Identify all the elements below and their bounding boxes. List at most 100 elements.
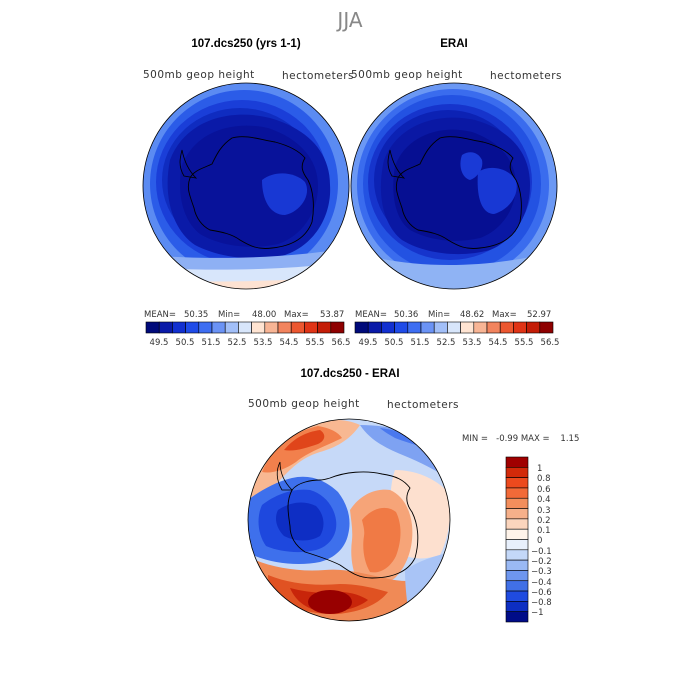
colorbar-swatch: [505, 528, 529, 540]
stat-max-value: 53.87: [320, 310, 344, 320]
colorbar-swatch: [505, 601, 529, 612]
colorbar-tick-label: 52.5: [228, 338, 247, 348]
antarctica-outline: [187, 136, 314, 249]
colorbar-tick-label: 0.3: [537, 506, 551, 516]
colorbar-swatch: [354, 321, 369, 334]
colorbar-swatch: [224, 321, 239, 334]
colorbar-tick-label: −0.2: [531, 557, 552, 567]
stat-min-value: 48.62: [460, 310, 484, 320]
colorbar-labels: 1 0.8 0.6 0.4 0.3 0.2 0.1 0 −0.1 −0.2 −0…: [531, 464, 552, 618]
colorbar-swatch: [505, 477, 529, 489]
colorbar-tick-label: 54.5: [280, 338, 299, 348]
colorbar: [354, 321, 554, 334]
colorbar-tick-label: 0.1: [537, 526, 551, 536]
colorbar-swatch: [513, 321, 527, 334]
units-label: hectometers: [387, 399, 459, 411]
colorbar-swatch: [505, 539, 529, 551]
colorbar-tick-label: −0.6: [531, 588, 552, 598]
colorbar-swatch: [499, 321, 514, 334]
colorbar-tick-label: 54.5: [489, 338, 508, 348]
colorbar-tick-label: 52.5: [437, 338, 456, 348]
polar-map: [143, 83, 349, 289]
colorbar-swatch: [526, 321, 541, 334]
colorbar-tick-label: −0.4: [531, 578, 552, 588]
colorbar-swatch: [317, 321, 332, 334]
stat-max-label: Max=: [492, 310, 517, 320]
colorbar-tick-label: 55.5: [306, 338, 325, 348]
colorbar-swatch: [172, 321, 186, 334]
colorbar-tick-label: 50.5: [176, 338, 195, 348]
colorbar-swatch: [264, 321, 279, 334]
panel-model: 107.dcs250 (yrs 1-1) 500mb geop height h…: [142, 38, 354, 348]
colorbar-tick-label: 53.5: [254, 338, 273, 348]
colorbar-swatch: [407, 321, 422, 334]
season-title: JJA: [335, 8, 362, 32]
panel-title: 107.dcs250 (yrs 1-1): [191, 38, 300, 50]
colorbar-tick-label: 0.4: [537, 495, 551, 505]
polar-map: [248, 419, 450, 621]
colorbar-swatch: [304, 321, 318, 334]
colorbar-swatch: [251, 321, 266, 334]
colorbar-tick-label: −0.8: [531, 598, 552, 608]
colorbar-tick-label: 0.2: [537, 516, 551, 526]
stat-max-label: Max=: [284, 310, 309, 320]
colorbar-swatch: [473, 321, 488, 334]
colorbar-swatch: [277, 321, 292, 334]
variable-label: 500mb geop height: [351, 69, 463, 81]
colorbar-swatch: [238, 321, 252, 334]
colorbar-swatch: [505, 549, 529, 561]
stat-min-label: Min=: [218, 310, 240, 320]
colorbar-swatch: [330, 321, 345, 334]
colorbar-swatch: [447, 321, 461, 334]
stat-min-value: 48.00: [252, 310, 276, 320]
colorbar-tick-label: −0.1: [531, 547, 552, 557]
colorbar-swatch: [505, 487, 529, 499]
variable-label: 500mb geop height: [248, 398, 360, 410]
variable-label: 500mb geop height: [143, 69, 255, 81]
colorbar-swatch: [290, 321, 305, 334]
antarctica-outline: [287, 471, 419, 579]
colorbar-tick-label: 0: [537, 536, 542, 546]
colorbar-tick-label: −1: [531, 608, 544, 618]
colorbar-tick-label: 0.8: [537, 474, 551, 484]
colorbar-tick-label: 49.5: [150, 338, 169, 348]
colorbar-swatch: [505, 518, 529, 530]
panel-title: 107.dcs250 - ERAI: [300, 368, 399, 380]
colorbar-swatch: [381, 321, 395, 334]
colorbar-swatch: [367, 321, 382, 334]
colorbar-swatch: [460, 321, 475, 334]
colorbar-swatch: [505, 559, 529, 571]
colorbar-tick-label: 1: [537, 464, 542, 474]
colorbar-swatch: [433, 321, 448, 334]
colorbar-tick-label: 51.5: [411, 338, 430, 348]
panel-reanalysis: ERAI 500mb geop height hectometers MEAN=…: [350, 38, 561, 348]
colorbar-swatch: [394, 321, 409, 334]
colorbar-tick-label: 49.5: [359, 338, 378, 348]
colorbar-tick-label: 56.5: [541, 338, 560, 348]
colorbar-tick-label: 55.5: [515, 338, 534, 348]
colorbar-swatch: [145, 321, 160, 334]
colorbar-swatch: [505, 456, 529, 468]
colorbar-swatch: [211, 321, 226, 334]
colorbar-swatch: [505, 497, 529, 509]
min-max-readout: MIN = -0.99 MAX = 1.15: [462, 434, 579, 444]
colorbar-tick-label: 53.5: [463, 338, 482, 348]
colorbar-vertical: [505, 456, 529, 623]
units-label: hectometers: [282, 70, 354, 82]
colorbar-swatch: [505, 508, 529, 520]
colorbar-tick-label: 56.5: [332, 338, 351, 348]
antarctica-outline: [395, 136, 522, 249]
colorbar-swatch: [158, 321, 173, 334]
polar-map: [351, 83, 557, 289]
panel-title: ERAI: [440, 38, 467, 50]
stat-mean-value: 50.35: [184, 310, 208, 320]
colorbar-swatch: [505, 590, 529, 602]
colorbar-tick-label: 0.6: [537, 485, 551, 495]
stat-mean-label: MEAN=: [355, 310, 387, 320]
colorbar: [145, 321, 345, 334]
colorbar-swatch: [420, 321, 435, 334]
colorbar-tick-label: −0.3: [531, 567, 552, 577]
stat-mean-value: 50.36: [394, 310, 418, 320]
colorbar-labels: 49.5 50.5 51.5 52.5 53.5 54.5 55.5 56.5: [150, 338, 351, 348]
